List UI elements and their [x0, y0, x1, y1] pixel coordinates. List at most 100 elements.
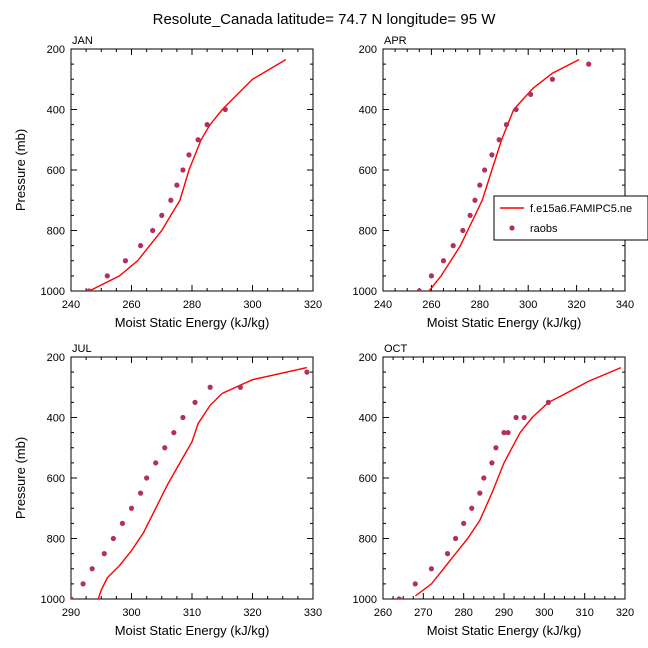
raobs-point: [513, 414, 519, 421]
x-tick-label: 260: [374, 607, 392, 619]
data-area: [86, 58, 287, 291]
raobs-point: [545, 399, 551, 405]
x-tick-label: 300: [243, 299, 261, 311]
raobs-point: [505, 430, 511, 436]
y-tick-label: 400: [47, 105, 65, 117]
raobs-point: [89, 566, 95, 572]
raobs-point: [104, 273, 110, 279]
raobs-point: [489, 152, 495, 158]
raobs-point: [549, 76, 556, 82]
y-tick-label: 400: [359, 413, 377, 425]
raobs-point: [450, 243, 456, 249]
x-tick-label: 320: [304, 299, 322, 311]
model-series-line: [88, 58, 287, 291]
legend-model-label: f.e15a6.FAMIPC5.ne: [530, 203, 632, 215]
raobs-point: [222, 106, 228, 113]
raobs-point: [493, 445, 499, 451]
raobs-point: [460, 227, 466, 234]
raobs-point: [440, 258, 447, 264]
raobs-point: [477, 490, 483, 496]
raobs-point: [101, 551, 107, 557]
y-tick-label: 1000: [41, 594, 65, 606]
x-tick-label: 320: [567, 299, 585, 311]
raobs-point: [503, 122, 510, 128]
x-tick-label: 320: [243, 607, 261, 619]
panel-title: JUL: [72, 343, 92, 355]
raobs-point: [416, 288, 422, 291]
raobs-point: [521, 414, 527, 421]
x-axis-label: Moist Static Energy (kJ/kg): [427, 623, 582, 638]
raobs-point: [186, 152, 192, 158]
x-tick-label: 300: [122, 607, 140, 619]
raobs-point: [195, 137, 201, 143]
raobs-point: [477, 182, 483, 188]
raobs-point: [168, 197, 174, 203]
x-tick-label: 280: [471, 299, 489, 311]
raobs-point: [428, 273, 434, 279]
panel-title: APR: [384, 35, 407, 47]
x-axis-label: Moist Static Energy (kJ/kg): [427, 315, 582, 330]
y-tick-label: 1000: [41, 286, 65, 298]
raobs-point: [174, 182, 180, 188]
x-tick-label: 270: [414, 607, 432, 619]
raobs-point: [171, 430, 177, 436]
y-tick-label: 600: [359, 165, 377, 177]
y-axis-label: Pressure (mb): [13, 437, 28, 519]
raobs-point: [513, 106, 519, 113]
panel-title: OCT: [384, 343, 408, 355]
y-tick-label: 1000: [353, 286, 377, 298]
legend-box: [493, 195, 648, 241]
figure-title: Resolute_Canada latitude= 74.7 N longitu…: [153, 11, 497, 28]
raobs-point: [501, 430, 507, 436]
y-axis-label: Pressure (mb): [13, 129, 28, 211]
y-tick-label: 200: [359, 44, 377, 56]
y-tick-label: 200: [47, 352, 65, 364]
x-tick-label: 280: [183, 299, 201, 311]
raobs-point: [481, 475, 487, 481]
panel-jan: 240 260 280 300 320 200 400 600 800 1000 JAN Moist …: [13, 35, 322, 330]
raobs-point: [461, 520, 467, 526]
panel-apr: 240 260 280 300 320 340 200 400 600 800 1000 APR Moi…: [353, 35, 648, 330]
y-tick-label: 600: [47, 165, 65, 177]
y-tick-label: 800: [47, 226, 65, 238]
raobs-point: [192, 399, 198, 405]
raobs-point: [469, 505, 475, 511]
data-area: [416, 58, 592, 291]
raobs-point: [159, 212, 165, 218]
y-tick-label: 400: [359, 105, 377, 117]
raobs-point: [153, 460, 159, 466]
legend: f.e15a6.FAMIPC5.ne raobs: [493, 195, 648, 241]
x-tick-label: 310: [575, 607, 593, 619]
raobs-point: [86, 288, 92, 291]
raobs-point: [137, 243, 144, 249]
raobs-point: [137, 490, 144, 496]
raobs-point: [128, 505, 135, 511]
raobs-point: [304, 369, 310, 375]
x-tick-label: 330: [304, 607, 322, 619]
model-series-line: [97, 366, 308, 599]
y-tick-label: 200: [47, 44, 65, 56]
x-tick-label: 320: [616, 607, 634, 619]
raobs-point: [180, 414, 186, 421]
raobs-point: [482, 167, 488, 173]
legend-obs-label: raobs: [530, 223, 558, 235]
x-axis-label: Moist Static Energy (kJ/kg): [115, 623, 270, 638]
x-tick-label: 340: [616, 299, 634, 311]
y-tick-label: 1000: [353, 594, 377, 606]
panel-title: JAN: [72, 35, 93, 47]
y-tick-label: 600: [359, 473, 377, 485]
raobs-point: [444, 551, 451, 557]
x-tick-label: 260: [122, 299, 140, 311]
raobs-point: [119, 520, 126, 526]
raobs-point: [453, 535, 459, 542]
y-tick-label: 200: [359, 352, 377, 364]
y-tick-label: 800: [359, 534, 377, 546]
y-tick-label: 800: [47, 534, 65, 546]
raobs-point: [396, 596, 402, 599]
raobs-point: [180, 167, 186, 173]
y-tick-label: 800: [359, 226, 377, 238]
x-tick-label: 300: [535, 607, 553, 619]
raobs-point: [472, 197, 478, 203]
raobs-point: [237, 384, 243, 390]
